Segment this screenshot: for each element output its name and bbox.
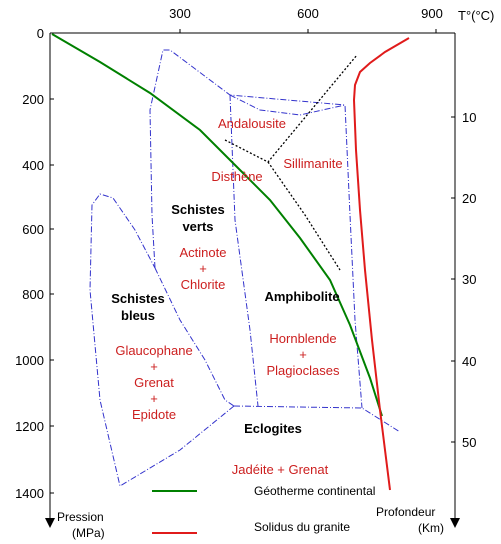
pressure-tick-label: 1000 [15,353,44,368]
mineral-glaucophane: Glaucophane [115,343,192,358]
depth-tick-label: 20 [462,191,476,206]
facies-schistes-verts-line1: Schistes [171,202,224,217]
aluminosilicate-upper-boundary [229,94,346,116]
mineral-andalousite: Andalousite [218,116,286,131]
blueschist-greenschist-boundary [154,267,235,407]
disthene-sillimanite-boundary [267,161,341,271]
depth-tick-label: 50 [462,435,476,450]
facies-schistes-bleus-line1: Schistes [111,291,164,306]
pressure-axis-unit: (MPa) [72,526,105,540]
mineral-sillimanite: Sillimanite [283,156,342,171]
temp-tick-label: 600 [297,6,319,21]
pressure-axis-arrow [45,518,55,528]
mineral-epidote: Epidote [132,407,176,422]
legend-solidus-label: Solidus du granite [254,520,350,534]
depth-axis-label: Profondeur [376,505,435,519]
pressure-tick-label: 1400 [15,486,44,501]
pressure-tick-label: 200 [22,92,44,107]
depth-tick-label: 30 [462,272,476,287]
plus-sign: + [299,347,307,362]
facies-schistes-bleus-line2: bleus [121,308,155,323]
greenschist-amphibolite-boundary [229,94,259,407]
geotherm-curve [51,33,383,417]
depth-ticks [451,116,455,443]
pressure-ticks [50,98,54,494]
facies-amphibolite: Amphibolite [264,289,339,304]
triple-point-lines [224,54,358,271]
plus-sign: + [150,359,158,374]
andalousite-boundary [224,54,358,163]
facies-schistes-verts-line2: verts [182,219,213,234]
plus-sign: + [199,261,207,276]
mineral-jadeite-grenat: Jadéite + Grenat [232,462,329,477]
pressure-tick-label: 800 [22,287,44,302]
mineral-grenat: Grenat [134,375,174,390]
granite-solidus-curve [352,37,410,491]
eclogite-upper-boundary [233,405,401,433]
depth-tick-label: 10 [462,110,476,125]
depth-axis-arrow [450,518,460,528]
pressure-tick-label: 1200 [15,419,44,434]
legend-geotherm-label: Géotherme continental [254,484,375,498]
mineral-chlorite: Chlorite [181,277,226,292]
mineral-hornblende: Hornblende [269,331,336,346]
facies-boundaries [89,49,401,487]
mineral-actinote: Actinote [180,245,227,260]
temperature-unit-label: T°(°C) [458,8,494,23]
depth-axis-unit: (Km) [418,521,444,535]
pressure-tick-label: 400 [22,158,44,173]
temp-tick-label: 900 [421,6,443,21]
pressure-axis-label: Pression [57,510,104,524]
facies-eclogites: Eclogites [244,421,302,436]
mineral-plagioclases: Plagioclases [267,363,340,378]
pressure-tick-label: 0 [37,26,44,41]
mineral-disthene: Disthène [211,169,262,184]
temp-tick-label: 300 [169,6,191,21]
pressure-tick-label: 600 [22,222,44,237]
depth-tick-label: 40 [462,354,476,369]
blueschist-boundary [89,193,235,487]
plus-sign: + [150,391,158,406]
